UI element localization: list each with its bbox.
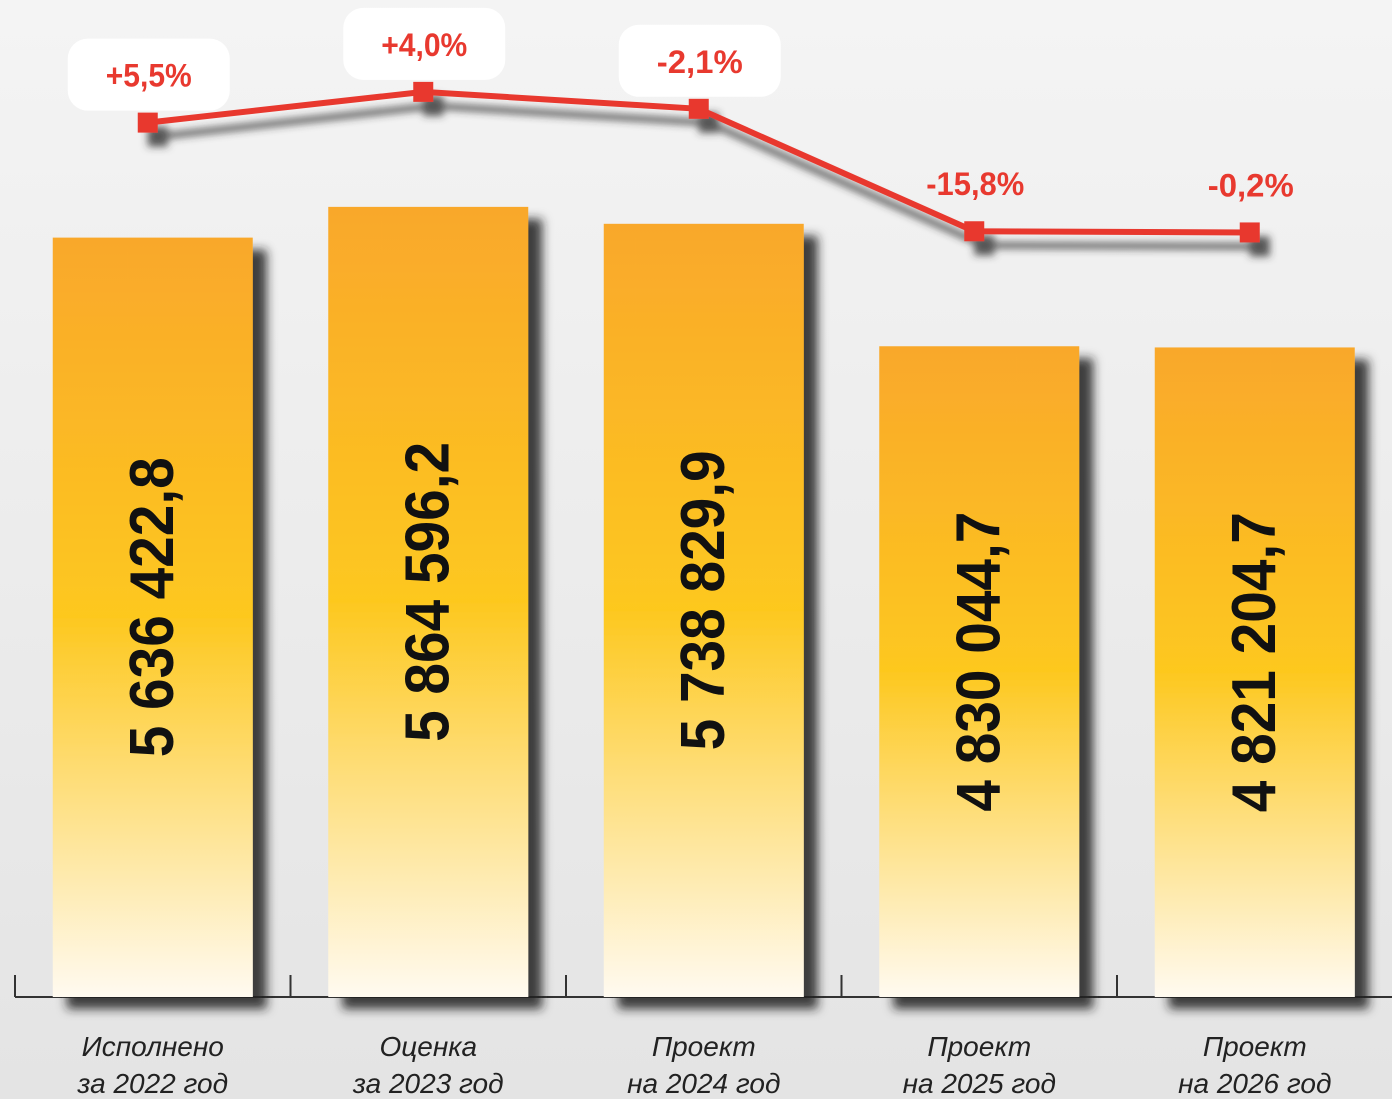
x-tick-label: на 2024 год xyxy=(627,1068,780,1099)
bar xyxy=(52,237,253,998)
line-marker xyxy=(964,221,985,242)
x-tick-label: Оценка xyxy=(379,1031,477,1062)
bar-value-label: 5 864 596,2 xyxy=(393,442,462,742)
growth-label-box xyxy=(343,7,506,80)
bar xyxy=(1154,347,1355,997)
growth-label-box xyxy=(67,38,230,111)
bar xyxy=(328,206,529,998)
bar-value-label: 5 738 829,9 xyxy=(669,450,738,750)
growth-label: +5,5% xyxy=(106,58,192,94)
x-tick-label: Проект xyxy=(652,1031,756,1062)
x-tick-label: Проект xyxy=(1203,1031,1307,1062)
bar xyxy=(879,346,1080,997)
growth-label: -0,2% xyxy=(1208,167,1294,203)
x-tick-label: за 2023 год xyxy=(352,1068,504,1099)
line-marker xyxy=(688,98,709,119)
x-tick-label: на 2025 год xyxy=(903,1068,1056,1099)
growth-label: -15,8% xyxy=(926,166,1024,202)
line-marker xyxy=(137,112,158,133)
line-marker xyxy=(413,81,434,102)
bar-value-label: 5 636 422,8 xyxy=(118,457,187,757)
bar xyxy=(603,223,804,997)
growth-label: +4,0% xyxy=(381,27,467,63)
bar-value-label: 4 830 044,7 xyxy=(944,512,1013,812)
bar-value-label: 4 821 204,7 xyxy=(1220,512,1289,812)
x-tick-label: Проект xyxy=(927,1031,1031,1062)
growth-line xyxy=(137,81,1260,243)
growth-label: -2,1% xyxy=(657,44,743,80)
line-marker xyxy=(1239,222,1260,243)
x-tick-label: на 2026 год xyxy=(1178,1068,1331,1099)
x-tick-label: за 2022 год xyxy=(76,1068,228,1099)
x-tick-label: Исполнено xyxy=(82,1031,224,1062)
growth-label-box xyxy=(618,24,781,97)
